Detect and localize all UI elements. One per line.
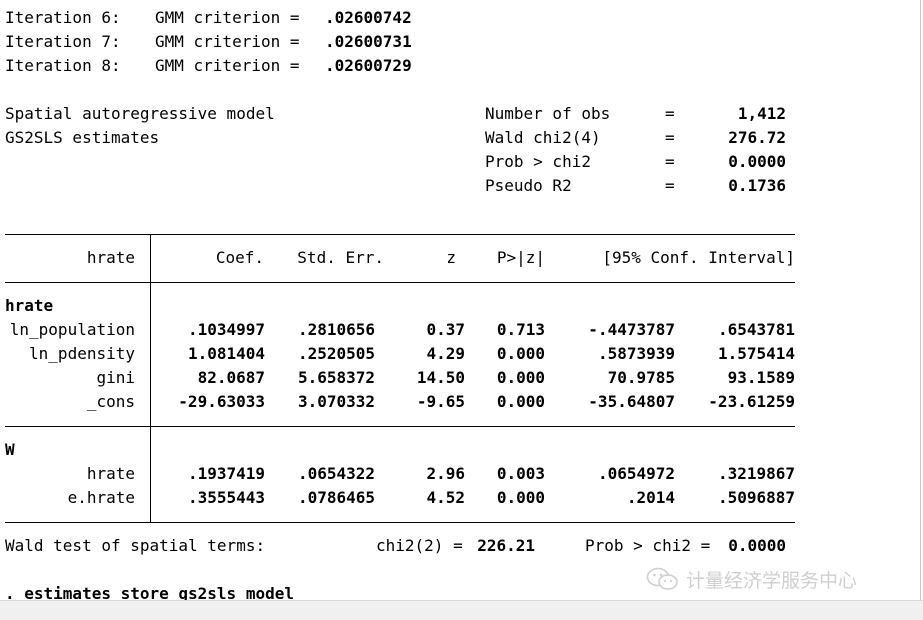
p-cell: 0.000 <box>496 488 545 507</box>
z-cell: 2.96 <box>426 464 465 483</box>
variable-name: ln_pdensity <box>29 344 135 363</box>
z-cell: 4.52 <box>426 488 465 507</box>
equation-name: W <box>5 440 15 459</box>
variable-name: ln_population <box>9 320 135 339</box>
equation-name: hrate <box>5 296 54 315</box>
wald-prob-value: 0.0000 <box>728 536 786 555</box>
gmm-criterion-value: .02600729 <box>325 56 412 75</box>
gmm-criterion-value: .02600742 <box>325 8 412 27</box>
gmm-criterion-label: GMM criterion = <box>155 8 300 27</box>
depvar-header: hrate <box>86 248 135 267</box>
stat-equals: = <box>665 176 675 195</box>
coef-cell: 1.081404 <box>187 344 265 363</box>
ci-lower-cell: 70.9785 <box>607 368 675 387</box>
model-title: Spatial autoregressive model <box>5 104 275 123</box>
z-cell: 14.50 <box>416 368 465 387</box>
se-header: Std. Err. <box>297 248 384 267</box>
variable-name: _cons <box>86 392 135 411</box>
ci-upper-cell: 93.1589 <box>727 368 795 387</box>
table-top-rule <box>5 234 795 235</box>
wechat-icon <box>646 567 678 590</box>
z-cell: 0.37 <box>426 320 465 339</box>
wald-prob-label: Prob > chi2 = <box>585 536 711 555</box>
ci-lower-cell: -.4473787 <box>588 320 675 339</box>
gmm-criterion-label: GMM criterion = <box>155 32 300 51</box>
stat-equals: = <box>665 152 675 171</box>
iteration-label: Iteration 8: <box>5 56 121 75</box>
gmm-criterion-value: .02600731 <box>325 32 412 51</box>
se-cell: 5.658372 <box>297 368 375 387</box>
iteration-label: Iteration 7: <box>5 32 121 51</box>
coef-cell: -29.63033 <box>178 392 265 411</box>
watermark: 计量经济学服务中心 <box>646 566 857 592</box>
stat-value: 0.1736 <box>728 176 786 195</box>
watermark-text: 计量经济学服务中心 <box>686 569 858 592</box>
command-line: . estimates store gs2sls_model <box>5 584 294 603</box>
z-cell: -9.65 <box>416 392 465 411</box>
se-cell: .0786465 <box>297 488 375 507</box>
variable-name: e.hrate <box>67 488 135 507</box>
coef-cell: .1937419 <box>187 464 265 483</box>
wald-chi-label: chi2(2) = <box>376 536 463 555</box>
se-cell: .0654322 <box>297 464 375 483</box>
stat-label: Pseudo R2 <box>485 176 572 195</box>
ci-upper-cell: 1.575414 <box>717 344 795 363</box>
horizontal-scrollbar[interactable] <box>0 600 923 620</box>
ci-upper-cell: .6543781 <box>717 320 795 339</box>
table-column-divider <box>150 234 151 523</box>
stat-equals: = <box>665 104 675 123</box>
wald-test-label: Wald test of spatial terms: <box>5 536 266 555</box>
header-bottom-rule <box>5 282 795 283</box>
p-cell: 0.713 <box>496 320 545 339</box>
gmm-criterion-label: GMM criterion = <box>155 56 300 75</box>
ci-lower-cell: .0654972 <box>597 464 675 483</box>
se-cell: .2810656 <box>297 320 375 339</box>
ci-upper-cell: .3219867 <box>717 464 795 483</box>
ci-lower-cell: .5873939 <box>597 344 675 363</box>
se-cell: 3.070332 <box>297 392 375 411</box>
coef-cell: 82.0687 <box>197 368 265 387</box>
stat-value: 0.0000 <box>728 152 786 171</box>
stat-equals: = <box>665 128 675 147</box>
wald-chi-value: 226.21 <box>477 536 535 555</box>
z-cell: 4.29 <box>426 344 465 363</box>
table-bottom-rule <box>5 522 795 523</box>
coef-cell: .3555443 <box>187 488 265 507</box>
se-cell: .2520505 <box>297 344 375 363</box>
stat-value: 1,412 <box>737 104 786 123</box>
ci-upper-cell: .5096887 <box>717 488 795 507</box>
p-cell: 0.000 <box>496 344 545 363</box>
stat-label: Prob > chi2 <box>485 152 591 171</box>
iteration-label: Iteration 6: <box>5 8 121 27</box>
p-cell: 0.003 <box>496 464 545 483</box>
estimator-name: GS2SLS estimates <box>5 128 160 147</box>
p-cell: 0.000 <box>496 392 545 411</box>
stat-label: Number of obs <box>485 104 611 123</box>
ci-lower-cell: -35.64807 <box>588 392 675 411</box>
p-cell: 0.000 <box>496 368 545 387</box>
ci-upper-cell: -23.61259 <box>708 392 795 411</box>
window-right-edge <box>920 0 921 600</box>
stat-value: 276.72 <box>728 128 786 147</box>
ci-lower-cell: .2014 <box>626 488 675 507</box>
ci-header: [95% Conf. Interval] <box>602 248 795 267</box>
variable-name: gini <box>96 368 135 387</box>
variable-name: hrate <box>86 464 135 483</box>
p-header: P>|z| <box>496 248 545 267</box>
coef-header: Coef. <box>215 248 264 267</box>
stat-label: Wald chi2(4) <box>485 128 601 147</box>
eq-separator-rule <box>5 426 795 427</box>
coef-cell: .1034997 <box>187 320 265 339</box>
z-header: z <box>446 248 456 267</box>
